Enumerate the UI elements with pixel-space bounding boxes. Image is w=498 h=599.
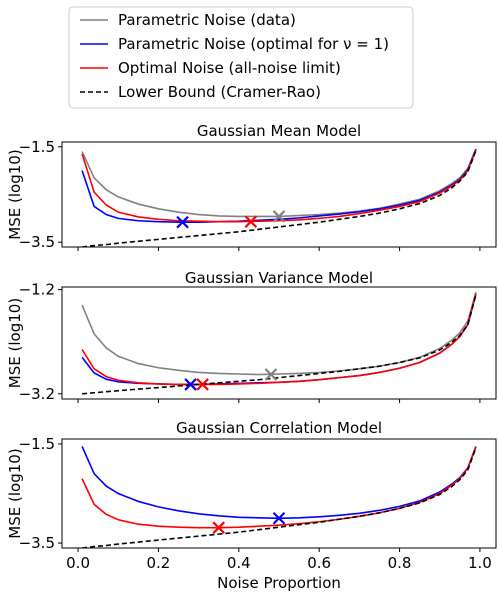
y-axis-label: MSE (log10) <box>6 149 24 239</box>
panel-gaussian-mean: Gaussian Mean Model MSE (log10) −1.5 −3.5 <box>6 122 497 251</box>
optimum-marker-parametric-noise-data <box>264 368 278 381</box>
legend-entries: Parametric Noise (data) Parametric Noise … <box>80 11 389 101</box>
axes-frame <box>61 438 497 549</box>
series-line-lower-bound-cramer-rao <box>82 294 477 395</box>
y-tick-label: −1.5 <box>19 138 55 156</box>
y-axis-label: MSE (log10) <box>6 448 24 538</box>
optimum-marker-parametric-noise-data <box>272 210 286 223</box>
y-tick-label: −3.5 <box>19 534 55 552</box>
series-line-optimal-noise-all-noise-limit <box>81 293 477 386</box>
legend-label: Lower Bound (Cramer-Rao) <box>118 83 321 101</box>
legend: Parametric Noise (data) Parametric Noise … <box>68 6 414 109</box>
x-tick-label: 0.0 <box>66 554 90 572</box>
series-line-parametric-noise-data <box>81 148 477 218</box>
panel-title: Gaussian Mean Model <box>197 122 361 140</box>
y-tick-label: −3.2 <box>19 385 55 403</box>
x-tick-label: 1.0 <box>468 554 492 572</box>
optimum-marker-parametric-noise-optimal-for-1 <box>176 215 189 229</box>
series-line-parametric-noise-optimal-for-1 <box>81 293 477 386</box>
panel-gaussian-variance: Gaussian Variance Model MSE (log10) −1.2… <box>6 269 497 403</box>
plot-area <box>81 446 477 548</box>
legend-item: Optimal Noise (all-noise limit) <box>80 59 341 77</box>
axes-frame <box>61 141 497 248</box>
panel-gaussian-correlation: Gaussian Correlation Model MSE (log10) N… <box>6 419 497 592</box>
y-axis-label: MSE (log10) <box>6 298 24 388</box>
y-tick-label: −1.2 <box>19 281 55 299</box>
plot-area <box>81 148 477 247</box>
legend-item: Lower Bound (Cramer-Rao) <box>80 83 321 101</box>
optimum-marker-optimal-noise-all-noise-limit <box>212 521 226 534</box>
legend-item: Parametric Noise (data) <box>80 11 296 29</box>
series-line-parametric-noise-optimal-for-1 <box>81 148 477 223</box>
series-line-parametric-noise-optimal-for-1 <box>81 446 477 520</box>
y-tick-label: −1.5 <box>19 435 55 453</box>
series-line-optimal-noise-all-noise-limit <box>81 149 477 223</box>
legend-frame <box>68 6 414 109</box>
optimum-marker-parametric-noise-optimal-for-1 <box>272 511 286 525</box>
series-line-lower-bound-cramer-rao <box>81 150 477 247</box>
series-line-parametric-noise-data <box>81 291 477 376</box>
x-axis-label: Noise Proportion <box>217 574 341 592</box>
axes-frame <box>61 286 497 400</box>
x-tick-label: 0.2 <box>147 554 171 572</box>
legend-label: Parametric Noise (optimal for ν = 1) <box>118 35 389 53</box>
legend-item: Parametric Noise (optimal for ν = 1) <box>80 35 389 53</box>
legend-label: Parametric Noise (data) <box>118 11 296 29</box>
y-tick-label: −3.5 <box>19 233 55 251</box>
x-tick-label: 0.6 <box>307 554 331 572</box>
optimum-marker-parametric-noise-optimal-for-1 <box>184 378 197 391</box>
x-tick-label: 0.8 <box>388 554 412 572</box>
plot-area <box>81 291 477 395</box>
optimum-marker-optimal-noise-all-noise-limit <box>196 378 209 391</box>
x-tick-label: 0.4 <box>227 554 251 572</box>
series-line-optimal-noise-all-noise-limit <box>81 446 477 529</box>
series-line-lower-bound-cramer-rao <box>81 447 477 548</box>
optimum-marker-optimal-noise-all-noise-limit <box>244 215 258 228</box>
panel-title: Gaussian Correlation Model <box>176 419 382 437</box>
panel-title: Gaussian Variance Model <box>185 269 373 287</box>
legend-label: Optimal Noise (all-noise limit) <box>118 59 341 77</box>
